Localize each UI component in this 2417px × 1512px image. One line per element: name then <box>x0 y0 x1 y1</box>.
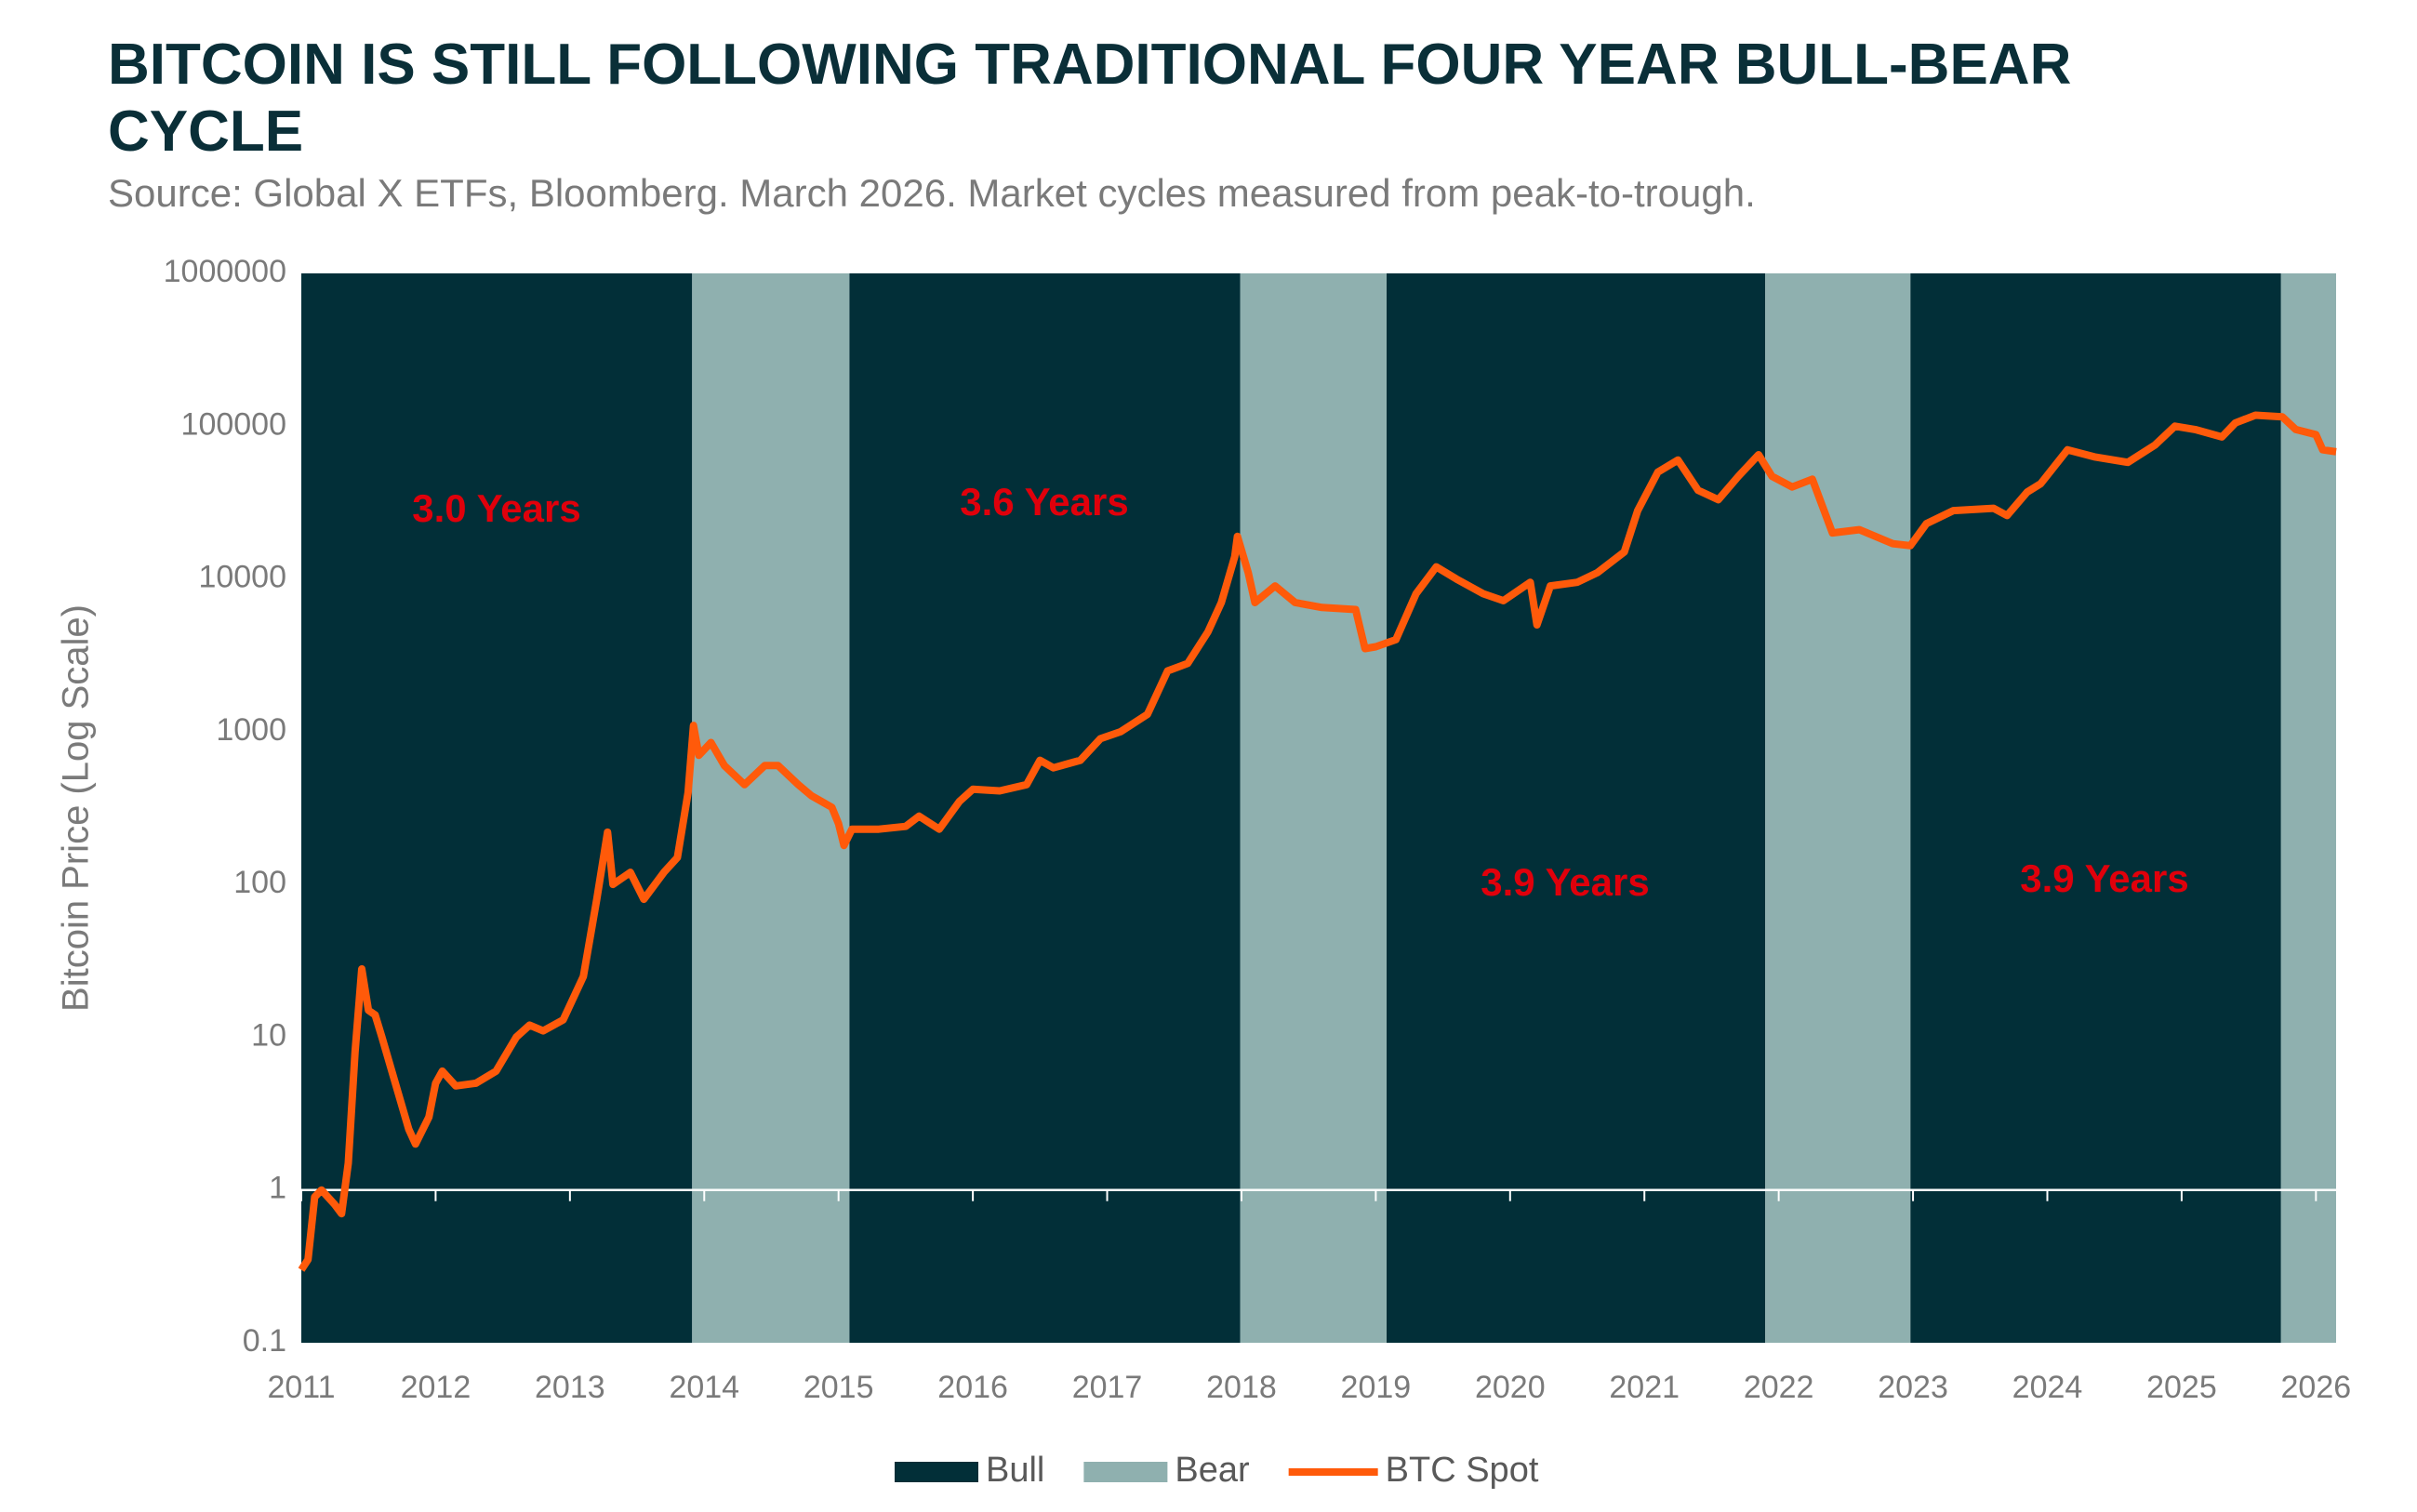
x-tick-label: 2025 <box>2146 1370 2217 1405</box>
band-0 <box>849 273 1241 1343</box>
band-1 <box>692 273 850 1343</box>
btc-line <box>298 411 2337 1272</box>
x-tick-label: 2017 <box>1072 1370 1143 1405</box>
chart-title: BITCOIN IS STILL FOLLOWING TRADITIONAL F… <box>108 33 2072 164</box>
legend-swatch <box>895 1462 978 1482</box>
y-tick-label: 100000 <box>181 406 286 442</box>
annotation: 3.9 Years <box>2020 856 2188 900</box>
band-1 <box>1765 273 1911 1343</box>
legend-label: BTC Spot <box>1386 1451 1539 1490</box>
legend-swatch <box>1083 1462 1168 1482</box>
x-tick-label: 2021 <box>1609 1370 1680 1405</box>
band-0 <box>301 273 693 1343</box>
band-0 <box>1910 273 2281 1343</box>
x-tick-label: 2019 <box>1341 1370 1412 1405</box>
annotation: 3.9 Years <box>1481 860 1649 904</box>
x-tick-label: 2018 <box>1206 1370 1277 1405</box>
x-tick-label: 2023 <box>1878 1370 1948 1405</box>
x-tick-label: 2024 <box>2012 1370 2083 1405</box>
annotation: 3.0 Years <box>412 486 580 530</box>
chart-subtitle: Source: Global X ETFs, Bloomberg. March … <box>108 171 1756 215</box>
legend-label: Bear <box>1175 1451 1250 1490</box>
x-tick-label: 2013 <box>535 1370 605 1405</box>
y-tick-label: 10000 <box>198 560 286 595</box>
x-tick-label: 2022 <box>1744 1370 1814 1405</box>
x-tick-label: 2026 <box>2281 1370 2352 1405</box>
y-tick-label: 1000000 <box>164 254 286 289</box>
band-1 <box>1240 273 1387 1343</box>
x-tick-label: 2016 <box>937 1370 1008 1405</box>
x-tick-label: 2020 <box>1475 1370 1546 1405</box>
y-tick-label: 0.1 <box>243 1323 286 1359</box>
y-tick-label: 1000 <box>216 712 286 748</box>
x-tick-label: 2014 <box>669 1370 739 1405</box>
legend-label: Bull <box>986 1451 1044 1490</box>
y-tick-label: 1 <box>269 1171 286 1206</box>
x-tick-label: 2015 <box>803 1370 874 1405</box>
band-0 <box>1386 273 1766 1343</box>
x-tick-label: 2012 <box>401 1370 471 1405</box>
y-tick-label: 10 <box>251 1017 286 1053</box>
annotation: 3.6 Years <box>960 480 1128 524</box>
y-tick-label: 100 <box>233 865 286 900</box>
y-axis-label: Bitcoin Price (Log Scale) <box>56 604 97 1012</box>
x-tick-label: 2011 <box>267 1370 335 1405</box>
